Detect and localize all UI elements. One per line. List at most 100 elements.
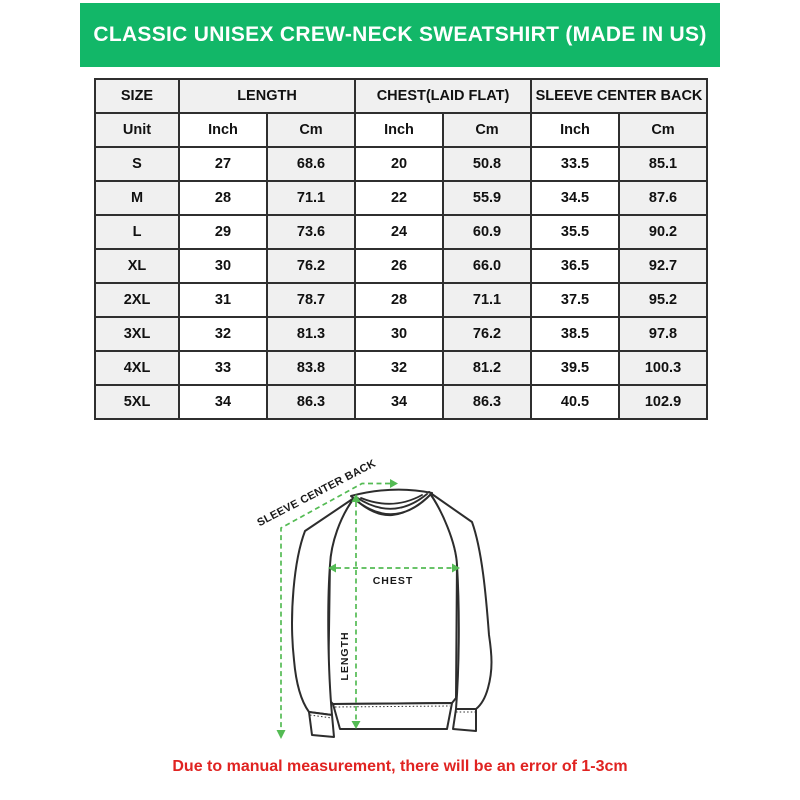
table-row: 3XL 32 81.3 30 76.2 38.5 97.8: [94, 316, 709, 352]
sweatshirt-measurement-diagram: SLEEVE CENTER BACK CHEST LENGTH: [255, 458, 493, 739]
page-title: CLASSIC UNISEX CREW-NECK SWEATSHIRT (MAD…: [93, 23, 707, 46]
left-cuff: [308, 711, 335, 738]
value-cell: 68.6: [265, 146, 357, 182]
value-cell: 60.9: [442, 214, 533, 250]
value-cell: 55.9: [442, 180, 533, 216]
value-cell: 90.2: [618, 214, 709, 250]
column-header-size: SIZE: [94, 78, 180, 114]
table-unit-header-row: Unit Inch Cm Inch Cm Inch Cm: [94, 112, 709, 148]
value-cell: 71.1: [265, 180, 357, 216]
unit-header: Unit: [94, 112, 180, 148]
size-cell: S: [94, 146, 180, 182]
column-header-chest: CHEST(LAID FLAT): [354, 78, 533, 114]
value-cell: 97.8: [618, 316, 709, 352]
title-banner: CLASSIC UNISEX CREW-NECK SWEATSHIRT (MAD…: [80, 3, 720, 67]
arrow-left-icon: [328, 563, 336, 573]
measurement-error-note: Due to manual measurement, there will be…: [172, 758, 628, 775]
arrow-down-icon: [351, 721, 361, 729]
sweatshirt-right-sleeve: [428, 491, 493, 710]
size-cell: M: [94, 180, 180, 216]
value-cell: 20: [354, 146, 445, 182]
value-cell: 30: [354, 316, 445, 352]
value-cell: 83.8: [265, 350, 357, 386]
value-cell: 28: [354, 282, 445, 318]
value-cell: 86.3: [265, 384, 357, 420]
collar-rib-2: [360, 494, 423, 505]
value-cell: 33: [178, 350, 268, 386]
table-row: 5XL 34 86.3 34 86.3 40.5 102.9: [94, 384, 709, 420]
unit-header-cm: Cm: [442, 112, 533, 148]
value-cell: 32: [178, 316, 268, 352]
value-cell: 36.5: [530, 248, 621, 284]
size-cell: L: [94, 214, 180, 250]
table-row: M 28 71.1 22 55.9 34.5 87.6: [94, 180, 709, 216]
value-cell: 37.5: [530, 282, 621, 318]
right-cuff: [452, 708, 477, 732]
value-cell: 22: [354, 180, 445, 216]
sweatshirt-waistband: [332, 702, 453, 730]
value-cell: 34: [354, 384, 445, 420]
left-cuff-stitch: [309, 714, 333, 719]
value-cell: 71.1: [442, 282, 533, 318]
table-group-header-row: SIZE LENGTH CHEST(LAID FLAT) SLEEVE CENT…: [94, 78, 709, 114]
size-cell: 3XL: [94, 316, 180, 352]
value-cell: 32: [354, 350, 445, 386]
value-cell: 39.5: [530, 350, 621, 386]
value-cell: 73.6: [265, 214, 357, 250]
sweatshirt-outline: [291, 488, 493, 738]
value-cell: 86.3: [442, 384, 533, 420]
value-cell: 33.5: [530, 146, 621, 182]
sleeve-measure-line: [280, 482, 390, 730]
value-cell: 34.5: [530, 180, 621, 216]
value-cell: 29: [178, 214, 268, 250]
value-cell: 66.0: [442, 248, 533, 284]
table-row: L 29 73.6 24 60.9 35.5 90.2: [94, 214, 709, 250]
value-cell: 76.2: [442, 316, 533, 352]
value-cell: 95.2: [618, 282, 709, 318]
value-cell: 31: [178, 282, 268, 318]
size-cell: XL: [94, 248, 180, 284]
value-cell: 38.5: [530, 316, 621, 352]
size-chart-table: SIZE LENGTH CHEST(LAID FLAT) SLEEVE CENT…: [94, 78, 709, 420]
unit-header-cm: Cm: [618, 112, 709, 148]
unit-header-inch: Inch: [530, 112, 621, 148]
value-cell: 24: [354, 214, 445, 250]
collar-rib-1: [355, 493, 428, 510]
size-cell: 2XL: [94, 282, 180, 318]
arrow-down-icon: [276, 730, 286, 739]
chest-measure: CHEST: [328, 563, 460, 587]
waistband-stitch: [334, 705, 451, 708]
chest-label: CHEST: [373, 575, 414, 587]
table-row: 2XL 31 78.7 28 71.1 37.5 95.2: [94, 282, 709, 318]
value-cell: 76.2: [265, 248, 357, 284]
unit-header-cm: Cm: [265, 112, 357, 148]
size-table-body: S 27 68.6 20 50.8 33.5 85.1 M 28 71.1 22 55.9 34.5 87…: [94, 146, 709, 420]
table-row: 4XL 33 83.8 32 81.2 39.5 100.3: [94, 350, 709, 386]
unit-header-inch: Inch: [354, 112, 445, 148]
table-row: S 27 68.6 20 50.8 33.5 85.1: [94, 146, 709, 182]
value-cell: 27: [178, 146, 268, 182]
size-cell: 4XL: [94, 350, 180, 386]
value-cell: 100.3: [618, 350, 709, 386]
value-cell: 102.9: [618, 384, 709, 420]
value-cell: 34: [178, 384, 268, 420]
arrow-up-icon: [351, 494, 361, 502]
column-header-sleeve: SLEEVE CENTER BACK: [530, 78, 709, 114]
table-row: XL 30 76.2 26 66.0 36.5 92.7: [94, 248, 709, 284]
value-cell: 81.3: [265, 316, 357, 352]
unit-header-inch: Inch: [178, 112, 268, 148]
value-cell: 28: [178, 180, 268, 216]
value-cell: 78.7: [265, 282, 357, 318]
value-cell: 81.2: [442, 350, 533, 386]
collar: [350, 488, 433, 516]
value-cell: 30: [178, 248, 268, 284]
value-cell: 92.7: [618, 248, 709, 284]
value-cell: 35.5: [530, 214, 621, 250]
arrow-right-icon: [390, 479, 398, 488]
value-cell: 87.6: [618, 180, 709, 216]
length-label: LENGTH: [339, 631, 351, 680]
column-header-length: LENGTH: [177, 78, 357, 114]
value-cell: 26: [354, 248, 445, 284]
value-cell: 50.8: [442, 146, 533, 182]
